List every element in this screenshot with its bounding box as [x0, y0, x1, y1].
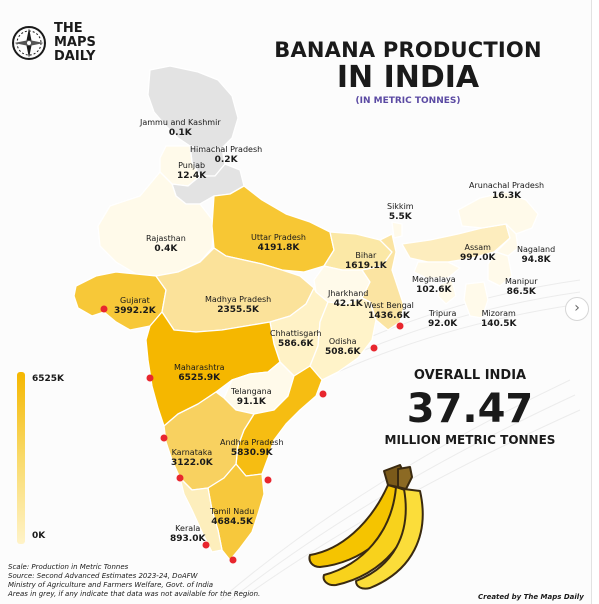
label-karnataka: Karnataka 3122.0K	[171, 448, 213, 468]
state-rajasthan	[97, 171, 215, 277]
label-west-bengal: West Bengal 1436.6K	[364, 301, 414, 321]
label-uttar-pradesh: Uttar Pradesh 4191.8K	[251, 233, 306, 253]
title-line2: IN INDIA	[336, 60, 480, 95]
state-arunachal-pradesh	[457, 191, 539, 235]
label-meghalaya: Meghalaya 102.6K	[412, 275, 456, 295]
state-west-bengal	[361, 233, 405, 331]
overall-value: 37.47	[406, 386, 534, 432]
footer-ministry: Ministry of Agriculture and Farmers Welf…	[8, 581, 214, 589]
port-marker	[176, 474, 184, 482]
credit-text: Created by The Maps Daily	[478, 593, 584, 601]
label-punjab: Punjab 12.4K	[177, 161, 207, 181]
label-manipur: Manipur 86.5K	[505, 277, 538, 297]
port-marker	[319, 390, 327, 398]
banana-icon	[308, 464, 424, 590]
footer-notes: Scale: Production in Metric Tonnes Sourc…	[8, 563, 260, 599]
legend-gradient-bar	[17, 372, 25, 544]
port-marker	[396, 322, 404, 330]
state-karnataka	[163, 391, 255, 491]
overall-label: OVERALL INDIA	[413, 368, 527, 383]
title-line1: BANANA PRODUCTION	[274, 38, 542, 62]
legend-min-label: 0K	[32, 531, 46, 541]
port-markers	[100, 305, 404, 564]
subtitle: (IN METRIC TONNES)	[355, 96, 461, 106]
state-odisha	[309, 297, 377, 381]
port-marker	[202, 541, 210, 549]
label-tamil-nadu: Tamil Nadu 4684.5K	[210, 507, 255, 527]
compass-icon	[12, 26, 46, 60]
chevron-right-icon: ›	[574, 300, 580, 316]
label-andhra-pradesh: Andhra Pradesh 5830.9K	[220, 438, 284, 458]
label-nagaland: Nagaland 94.8K	[517, 245, 556, 265]
port-marker	[264, 476, 272, 484]
state-meghalaya	[413, 261, 461, 279]
footer-scale: Scale: Production in Metric Tonnes	[8, 563, 129, 571]
state-kerala	[179, 477, 223, 553]
label-madhya-pradesh: Madhya Pradesh 2355.5K	[205, 295, 272, 315]
footer-source: Source: Second Advanced Estimates 2023-2…	[8, 572, 198, 580]
label-sikkim: Sikkim 5.5K	[387, 202, 414, 222]
brand-logo: THE MAPS DAILY	[10, 22, 96, 64]
overall-unit: MILLION METRIC TONNES	[384, 433, 556, 447]
label-jammu-and-kashmir: Jammu and Kashmir 0.1K	[140, 118, 221, 138]
label-odisha: Odisha 508.6K	[325, 337, 361, 357]
state-assam	[401, 223, 511, 263]
brand-name: THE MAPS DAILY	[54, 21, 96, 64]
port-marker	[160, 434, 168, 442]
label-assam: Assam 997.0K	[460, 243, 496, 263]
port-marker	[229, 556, 237, 564]
port-marker	[100, 305, 108, 313]
label-chhattisgarh: Chhattisgarh 586.6K	[270, 329, 322, 349]
label-jharkhand: Jharkhand 42.1K	[328, 289, 369, 309]
label-maharashtra: Maharashtra 6525.9K	[174, 363, 225, 383]
state-mizoram	[463, 281, 489, 319]
state-sikkim	[391, 221, 403, 239]
label-rajasthan: Rajasthan 0.4K	[146, 234, 186, 254]
footer-note: Areas in grey, if any indicate that data…	[8, 590, 261, 598]
label-himachal-pradesh: Himachal Pradesh 0.2K	[190, 145, 263, 165]
port-marker	[146, 374, 154, 382]
label-arunachal-pradesh: Arunachal Pradesh 16.3K	[469, 181, 545, 201]
carousel-next-button[interactable]: ›	[565, 297, 589, 321]
state-manipur	[487, 251, 513, 287]
legend-max-label: 6525K	[32, 374, 65, 384]
label-bihar: Bihar 1619.1K	[345, 251, 387, 271]
port-marker	[370, 344, 378, 352]
label-kerala: Kerala 893.0K	[170, 524, 206, 544]
label-mizoram: Mizoram 140.5K	[481, 309, 517, 329]
label-tripura: Tripura 92.0K	[428, 309, 458, 329]
label-telangana: Telangana 91.1K	[231, 387, 272, 407]
state-tripura	[437, 279, 457, 305]
label-gujarat: Gujarat 3992.2K	[114, 296, 156, 316]
